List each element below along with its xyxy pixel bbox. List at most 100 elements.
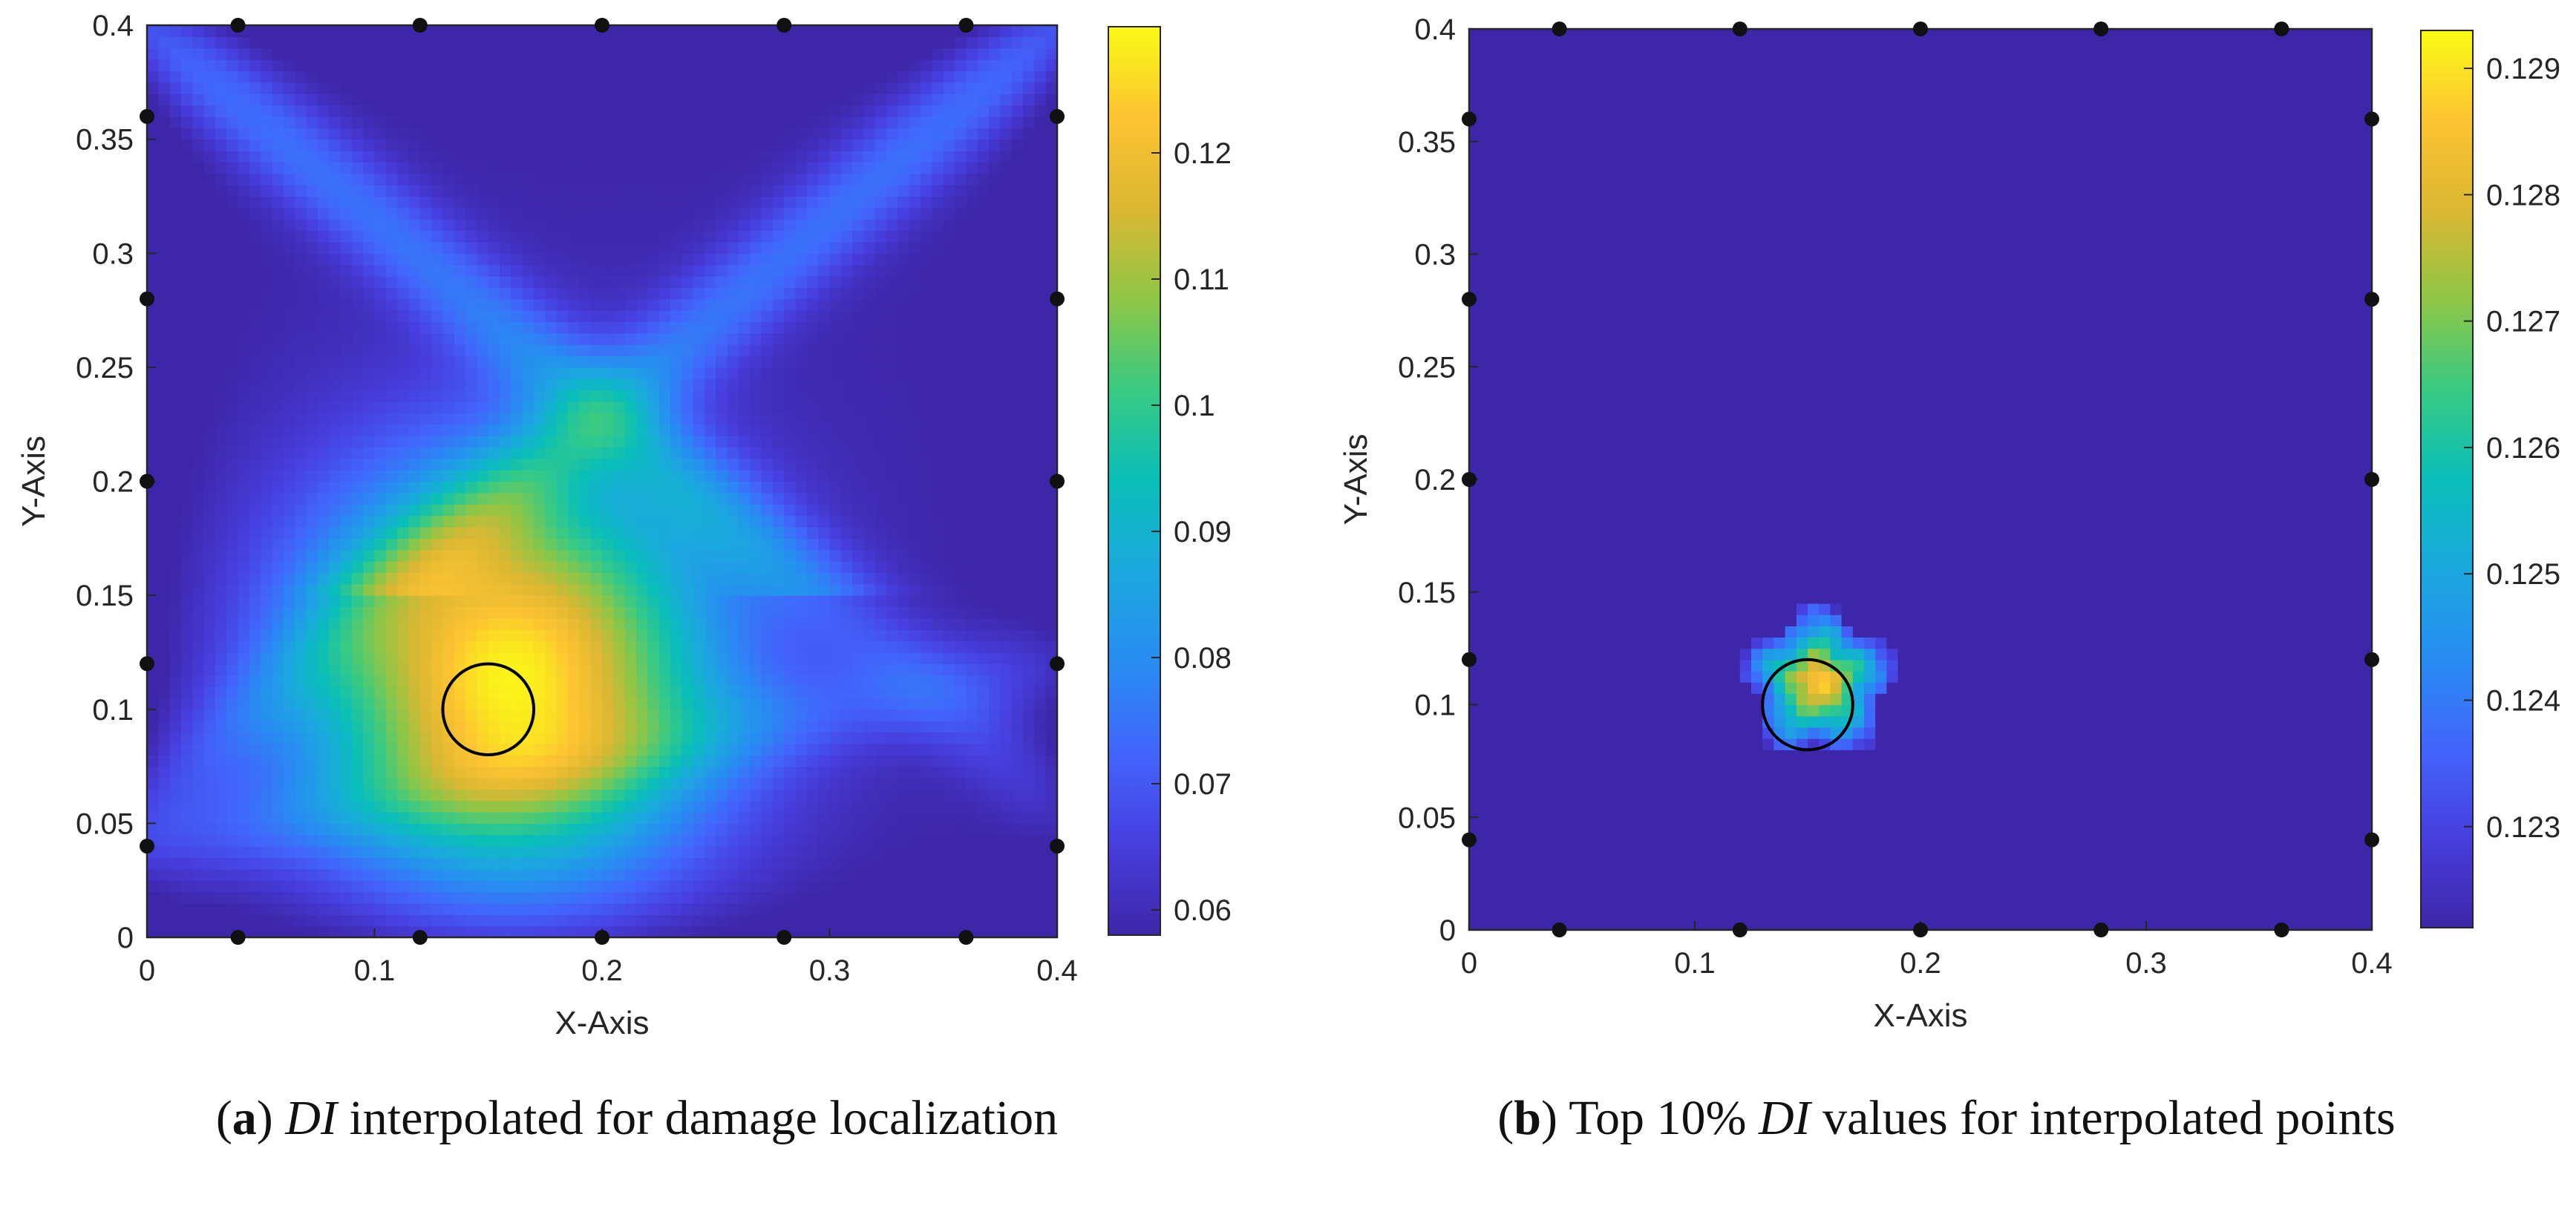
heatmap-cell — [818, 310, 831, 323]
heatmap-cell — [568, 721, 580, 733]
heatmap-cell — [750, 424, 762, 436]
heatmap-cell — [477, 105, 489, 117]
heatmap-cell — [147, 709, 159, 721]
heatmap-cell — [693, 310, 705, 323]
heatmap-cell — [272, 287, 284, 300]
heatmap-cell — [363, 413, 376, 425]
heatmap-cell — [693, 321, 705, 334]
heatmap-cell — [488, 823, 500, 836]
heatmap-cell — [180, 777, 193, 790]
heatmap-cell — [761, 162, 774, 174]
heatmap-cell — [317, 709, 330, 721]
heatmap-cell — [511, 868, 523, 881]
heatmap-cell — [385, 834, 398, 847]
heatmap-cell — [579, 150, 592, 163]
heatmap-cell — [272, 891, 284, 904]
heatmap-cell — [283, 390, 295, 402]
heatmap-cell — [340, 436, 353, 448]
heatmap-cell — [784, 150, 797, 163]
heatmap-cell — [534, 219, 546, 232]
heatmap-cell — [635, 390, 648, 402]
heatmap-cell — [635, 162, 648, 174]
heatmap-cell — [761, 298, 774, 311]
heatmap-cell — [568, 777, 580, 790]
heatmap-cell — [590, 743, 603, 756]
heatmap-cell — [283, 777, 295, 790]
heatmap-cell — [215, 47, 227, 60]
heatmap-cell — [192, 59, 205, 72]
heatmap-cell — [158, 253, 171, 266]
heatmap-cell — [647, 721, 660, 733]
heatmap-cell — [431, 390, 444, 402]
heatmap-cell — [419, 663, 432, 676]
heatmap-cell — [784, 914, 797, 927]
heatmap-cell — [568, 515, 580, 528]
heatmap-cell — [693, 857, 705, 870]
heatmap-cell — [215, 298, 227, 311]
heatmap-cell — [488, 424, 500, 436]
heatmap-cell — [351, 436, 364, 448]
heatmap-cell — [818, 857, 831, 870]
heatmap-cell — [590, 207, 603, 220]
heatmap-cell — [579, 424, 592, 436]
heatmap-cell — [704, 755, 716, 767]
heatmap-cell — [624, 766, 637, 779]
heatmap-cell — [488, 652, 500, 664]
heatmap-cell — [511, 82, 523, 94]
heatmap-cell — [465, 481, 478, 494]
heatmap-cell — [363, 925, 376, 938]
heatmap-cell — [658, 447, 671, 459]
heatmap-cell — [534, 640, 546, 653]
heatmap-cell — [317, 481, 330, 494]
heatmap-cell — [442, 264, 455, 277]
heatmap-cell — [727, 902, 739, 915]
heatmap-cell — [317, 219, 330, 232]
heatmap-cell — [693, 390, 705, 402]
heatmap-cell — [704, 629, 716, 642]
heatmap-cell — [750, 857, 762, 870]
heatmap-cell — [488, 549, 500, 562]
heatmap-cell — [568, 447, 580, 459]
heatmap-cell — [579, 492, 592, 505]
heatmap-cell — [442, 253, 455, 266]
heatmap-cell — [488, 572, 500, 585]
heatmap-cell — [613, 492, 626, 505]
heatmap-cell — [704, 675, 716, 687]
heatmap-cell — [465, 36, 478, 49]
heatmap-cell — [534, 355, 546, 368]
heatmap-cell — [203, 538, 216, 551]
heatmap-cell — [477, 162, 489, 174]
heatmap-cell — [147, 823, 159, 836]
heatmap-cell — [727, 834, 739, 847]
heatmap-cell — [317, 378, 330, 391]
heatmap-cell — [454, 185, 466, 197]
heatmap-cell — [568, 891, 580, 904]
heatmap-cell — [716, 812, 728, 824]
heatmap-cell — [226, 332, 239, 345]
heatmap-cell — [579, 94, 592, 106]
heatmap-cell — [477, 617, 489, 630]
heatmap-cell — [283, 150, 295, 163]
heatmap-cell — [169, 25, 182, 37]
heatmap-cell — [272, 766, 284, 779]
heatmap-cell — [635, 880, 648, 893]
heatmap-cell — [272, 139, 284, 151]
heatmap-cell — [169, 116, 182, 128]
heatmap-cell — [613, 25, 626, 37]
heatmap-cell — [545, 298, 558, 311]
heatmap-cell — [806, 902, 819, 915]
heatmap-cell — [738, 834, 751, 847]
heatmap-cell — [249, 207, 261, 220]
heatmap-cell — [147, 777, 159, 790]
heatmap-cell — [534, 344, 546, 357]
heatmap-cell — [317, 504, 330, 517]
heatmap-cell — [829, 82, 842, 94]
heatmap-cell — [419, 253, 432, 266]
heatmap-cell — [215, 606, 227, 619]
heatmap-cell — [602, 321, 614, 334]
heatmap-cell — [635, 94, 648, 106]
heatmap-cell — [568, 424, 580, 436]
heatmap-cell — [818, 698, 831, 710]
heatmap-cell — [351, 800, 364, 813]
heatmap-cell — [180, 241, 193, 254]
